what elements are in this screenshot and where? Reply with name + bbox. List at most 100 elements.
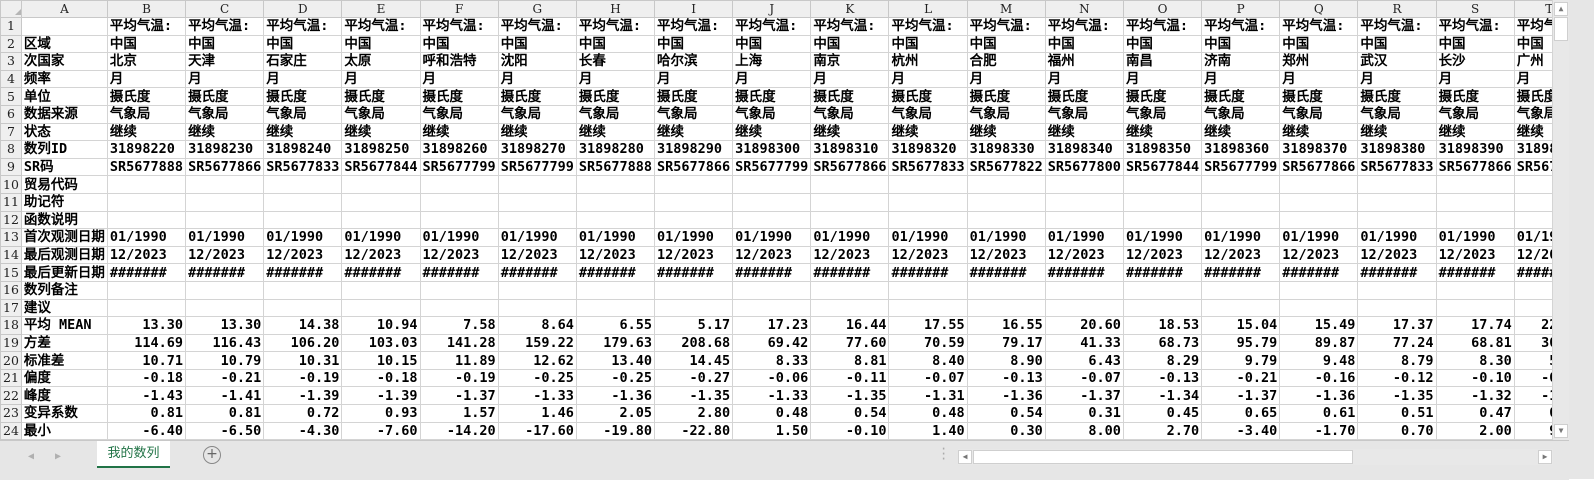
cell[interactable]: 气象局 (1201, 104, 1281, 124)
cell[interactable]: -0.25 (497, 368, 577, 388)
cell[interactable] (1513, 298, 1552, 318)
cell[interactable]: ####### (732, 263, 812, 282)
cell[interactable] (653, 280, 734, 300)
cell[interactable]: -1.35 (653, 386, 734, 406)
cell[interactable]: SR5677799 (732, 157, 812, 177)
cell[interactable] (263, 192, 343, 212)
cell[interactable]: -0.10 (810, 421, 890, 440)
scroll-right-arrow-icon[interactable]: ▶ (1538, 450, 1552, 464)
column-header[interactable]: T (1513, 0, 1552, 18)
cell[interactable]: 月 (1435, 69, 1515, 89)
cell[interactable]: 中国 (1435, 34, 1515, 54)
horizontal-scrollbar[interactable]: ◀ ▶ (958, 449, 1553, 465)
cell[interactable]: 103.03 (341, 333, 421, 353)
cell[interactable]: 继续 (185, 122, 265, 142)
cell[interactable]: 月 (732, 69, 812, 89)
row-header[interactable]: 15 (0, 263, 22, 282)
cell[interactable]: 继续 (575, 122, 656, 142)
cell[interactable]: 哈尔滨 (653, 52, 734, 71)
cell[interactable]: -1.70 (1279, 421, 1359, 440)
cell[interactable]: 0.65 (1201, 404, 1281, 423)
row-header[interactable]: 22 (0, 386, 22, 406)
column-header[interactable]: K (810, 0, 890, 18)
cell[interactable]: -17.60 (497, 421, 577, 440)
cell[interactable]: 7.58 (419, 316, 499, 335)
cell[interactable]: -1.25 (1513, 386, 1552, 406)
cell[interactable] (1435, 175, 1515, 194)
cell[interactable]: 116.43 (185, 333, 265, 353)
cell[interactable]: 17.55 (888, 316, 968, 335)
cell[interactable] (497, 175, 577, 194)
row-header[interactable]: 3 (0, 52, 22, 71)
cell[interactable]: 武汉 (1357, 52, 1437, 71)
cell[interactable]: 气象局 (966, 104, 1046, 124)
cell[interactable]: 石家庄 (263, 52, 343, 71)
row-label-cell[interactable]: 方差 (20, 333, 108, 353)
cell[interactable]: 13.40 (575, 351, 656, 370)
cell[interactable]: ####### (810, 263, 890, 282)
cell[interactable] (575, 210, 656, 230)
cell[interactable] (497, 298, 577, 318)
cell[interactable] (575, 280, 656, 300)
cell[interactable]: 气象局 (653, 104, 734, 124)
cell[interactable]: 01/1990 (1122, 228, 1203, 247)
cell[interactable]: 14.45 (653, 351, 734, 370)
cell[interactable] (1513, 192, 1552, 212)
column-header[interactable]: B (106, 0, 187, 18)
cell[interactable]: 12/2023 (1435, 245, 1515, 265)
cell[interactable]: 气象局 (263, 104, 343, 124)
cell[interactable] (888, 280, 968, 300)
cell[interactable]: 5.17 (653, 316, 734, 335)
row-label-cell[interactable]: 次国家 (20, 52, 108, 71)
cell[interactable]: 01/1990 (1201, 228, 1281, 247)
cell[interactable]: 01/1990 (1044, 228, 1124, 247)
cell[interactable]: 12/2023 (1357, 245, 1437, 265)
cell[interactable] (1201, 210, 1281, 230)
cell[interactable]: -6.40 (106, 421, 187, 440)
cell[interactable] (1044, 280, 1124, 300)
row-header[interactable]: 9 (0, 157, 22, 177)
cell[interactable]: 31898380 (1357, 140, 1437, 159)
cell[interactable]: -1.34 (1122, 386, 1203, 406)
row-label-cell[interactable]: 偏度 (20, 368, 108, 388)
cell[interactable] (106, 210, 187, 230)
row-label-cell[interactable]: 单位 (20, 87, 108, 106)
cell[interactable]: 10.94 (341, 316, 421, 335)
cell[interactable]: 01/1990 (106, 228, 187, 247)
row-label-cell[interactable]: 数据来源 (20, 104, 108, 124)
cell[interactable]: 01/1990 (810, 228, 890, 247)
cell[interactable]: 继续 (1435, 122, 1515, 142)
cell[interactable] (341, 175, 421, 194)
cell[interactable]: 摄氏度 (1044, 87, 1124, 106)
cell[interactable]: -0.10 (1435, 368, 1515, 388)
cell[interactable]: 31898310 (810, 140, 890, 159)
cell[interactable] (810, 280, 890, 300)
cell[interactable]: 31898370 (1279, 140, 1359, 159)
cell[interactable]: 30.16 (1513, 333, 1552, 353)
cell[interactable]: 15.49 (1279, 316, 1359, 335)
cell[interactable]: 中国 (1279, 34, 1359, 54)
cell[interactable]: 69.42 (732, 333, 812, 353)
cell[interactable]: ####### (1357, 263, 1437, 282)
cell[interactable]: 8.30 (1435, 351, 1515, 370)
column-header[interactable]: M (966, 0, 1046, 18)
cell[interactable] (419, 298, 499, 318)
cell[interactable]: 0.25 (1513, 404, 1552, 423)
cell[interactable]: ####### (575, 263, 656, 282)
cell[interactable]: 中国 (810, 34, 890, 54)
cell[interactable]: 南京 (810, 52, 890, 71)
cell[interactable]: 中国 (732, 34, 812, 54)
cell[interactable]: 1.57 (419, 404, 499, 423)
row-label-cell[interactable]: 建议 (20, 298, 108, 318)
cell[interactable]: 31898250 (341, 140, 421, 159)
cell[interactable]: SR5677866 (185, 157, 265, 177)
cell[interactable]: 摄氏度 (888, 87, 968, 106)
cell[interactable]: -0.21 (1201, 368, 1281, 388)
cell[interactable] (106, 192, 187, 212)
cell[interactable] (497, 210, 577, 230)
cell[interactable]: 中国 (1122, 34, 1203, 54)
cell[interactable]: 01/1990 (263, 228, 343, 247)
cell[interactable]: 月 (575, 69, 656, 89)
cell[interactable] (1201, 298, 1281, 318)
cell[interactable]: 10.15 (341, 351, 421, 370)
